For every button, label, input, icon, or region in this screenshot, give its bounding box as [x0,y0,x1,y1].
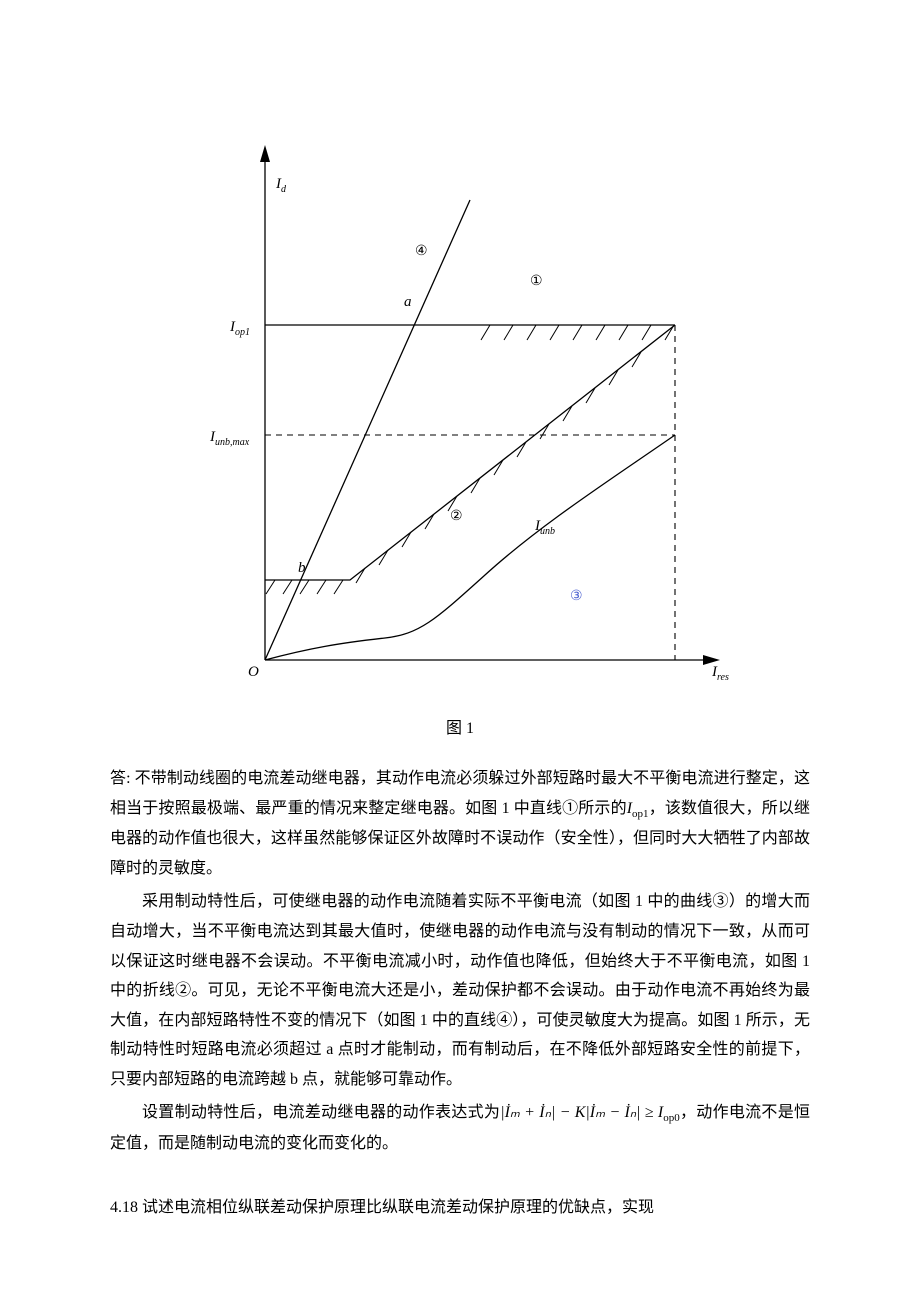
figure-1: Id Ires O Iop1 Iunb,max [180,100,740,700]
hatching-line2-flat [266,580,343,594]
tick-iop1: Iop1 [229,319,250,338]
point-a: a [404,294,412,310]
tick-iunbmax: Iunb,max [209,429,250,448]
point-b: b [298,560,306,576]
x-axis-label: Ires [711,664,729,683]
answer-label: 答: [110,770,135,787]
paragraph-1: 答: 不带制动线圈的电流差动继电器，其动作电流必须躲过外部短路时最大不平衡电流进… [110,764,810,883]
mark-4: ④ [415,242,428,258]
p3-head: 设置制动特性后，电流差动继电器的动作表达式为 [142,1104,500,1121]
mark-2: ② [450,507,463,523]
y-axis-arrow [260,145,270,162]
paragraph-3: 设置制动特性后，电流差动继电器的动作表达式为|İₘ + İₙ| − K|İₘ −… [110,1098,810,1158]
origin-label: O [248,664,259,680]
p1-var: Iop1 [627,800,649,817]
line-3-curve [265,435,675,660]
p3-formula: |İₘ + İₙ| − K|İₘ − İₙ| ≥ Iop0 [500,1104,680,1121]
figure-caption: 图 1 [110,714,810,738]
hatching-line1 [481,325,674,340]
hatching-line2 [356,352,641,583]
paragraph-2: 采用制动特性后，可使继电器的动作电流随着实际不平衡电流（如图 1 中的曲线③）的… [110,887,810,1094]
mark-3: ③ [570,587,583,603]
line-4 [265,200,470,660]
section-4-18: 4.18 试述电流相位纵联差动保护原理比纵联电流差动保护原理的优缺点，实现 [110,1193,810,1223]
line-2 [265,325,675,580]
y-axis-label: Id [275,176,287,195]
mark-1: ① [530,272,543,288]
